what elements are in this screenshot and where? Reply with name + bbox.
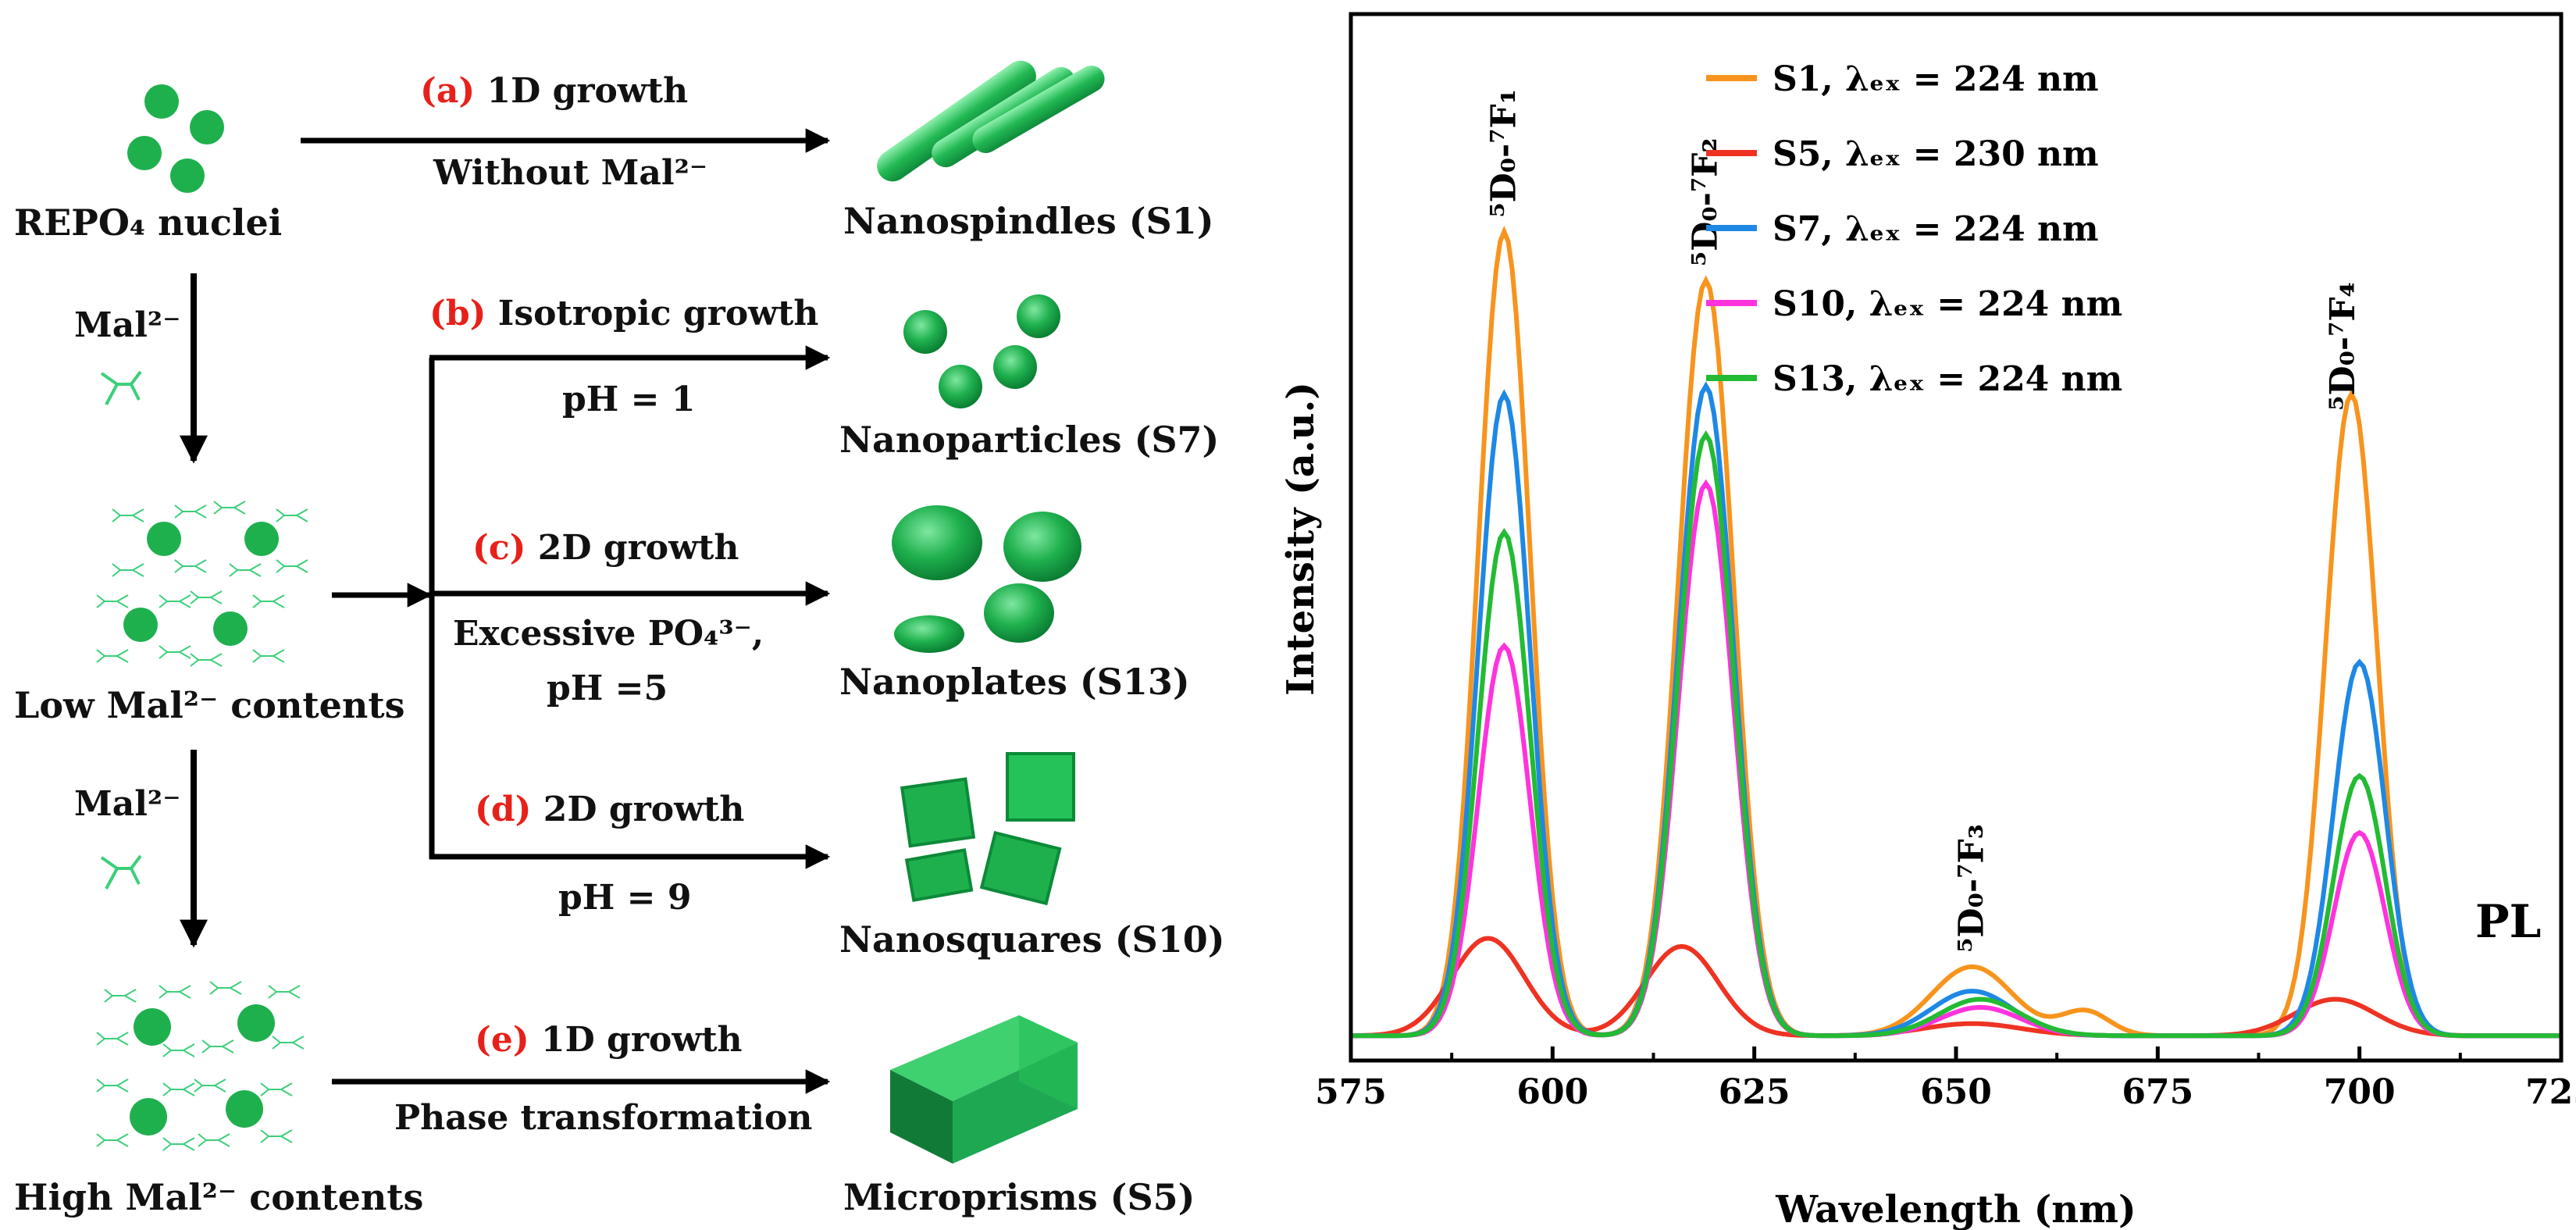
legend-label-0: S1, λₑₓ = 224 nm	[1773, 59, 2099, 99]
node-label-low: Low Mal²⁻ contents	[14, 684, 405, 726]
route-d-title: (d) 2D growth	[475, 790, 745, 829]
high-mal-cluster	[96, 981, 305, 1151]
x-tick-label-4: 675	[2122, 1072, 2193, 1112]
series-line-4	[1351, 430, 2561, 1039]
spectrum-lines	[1350, 225, 2561, 1039]
series-line-3	[1351, 479, 2561, 1039]
x-axis-label: Wavelength (nm)	[1775, 1188, 2136, 1230]
mal-ligand-icon-2	[100, 854, 142, 890]
product-nanoparticles: Nanoparticles (S7)	[839, 419, 1220, 461]
route-e-title: (e) 1D growth	[475, 1020, 743, 1060]
nuclei-particles	[127, 84, 224, 193]
x-tick-label-6: 725	[2525, 1072, 2576, 1112]
x-tick-label-3: 650	[1920, 1072, 1992, 1112]
microprism-image	[890, 1015, 1078, 1164]
peak-label-0: ⁵D₀-⁷F₁	[1484, 89, 1523, 218]
product-microprisms: Microprisms (S5)	[843, 1176, 1195, 1218]
nanospindles-image	[877, 60, 1105, 182]
y-axis-label: Intensity (a.u.)	[1281, 382, 1323, 696]
nanoparticles-image	[903, 294, 1060, 408]
route-d-condition: pH = 9	[558, 878, 692, 918]
peak-label-1: ⁵D₀-⁷F₂	[1686, 137, 1726, 266]
route-c-condition-ph: pH =5	[547, 668, 668, 708]
product-nanosquares: Nanosquares (S10)	[839, 918, 1225, 961]
node-label-mal-2: Mal²⁻	[74, 784, 181, 824]
node-label-nuclei: REPO₄ nuclei	[14, 201, 283, 244]
legend-label-4: S13, λₑₓ = 224 nm	[1773, 359, 2122, 399]
x-tick-label-2: 625	[1719, 1072, 1790, 1112]
product-nanospindles: Nanospindles (S1)	[843, 200, 1214, 242]
low-mal-cluster	[96, 501, 308, 667]
series-line-1	[1350, 936, 2561, 1039]
peak-label-2: ⁵D₀-⁷F₃	[1952, 824, 1992, 953]
nanoplates-image	[892, 505, 1081, 653]
peak-label-3: ⁵D₀-⁷F₄	[2323, 282, 2363, 411]
node-label-mal-1: Mal²⁻	[74, 305, 181, 345]
legend-label-1: S5, λₑₓ = 230 nm	[1773, 134, 2099, 174]
x-axis-ticks: 575 600 625 650 675 700 725	[1315, 1046, 2576, 1112]
x-tick-label-1: 600	[1516, 1072, 1588, 1112]
series-line-0	[1351, 225, 2561, 1039]
legend-label-3: S10, λₑₓ = 224 nm	[1773, 284, 2122, 324]
route-b-title: (b) Isotropic growth	[429, 294, 819, 333]
legend: S1, λₑₓ = 224 nm S5, λₑₓ = 230 nm S7, λₑₓ …	[1706, 59, 2122, 399]
synthesis-diagram	[96, 60, 1105, 1164]
route-c-condition: Excessive PO₄³⁻,	[453, 614, 764, 654]
route-c-title: (c) 2D growth	[472, 528, 739, 568]
route-b-condition: pH = 1	[562, 380, 696, 419]
route-a-title: (a) 1D growth	[420, 71, 689, 111]
nanosquares-image	[900, 752, 1075, 906]
peak-labels: ⁵D₀-⁷F₁ ⁵D₀-⁷F₂ ⁵D₀-⁷F₃ ⁵D₀-⁷F₄	[1484, 89, 2363, 953]
x-tick-label-0: 575	[1315, 1072, 1387, 1112]
x-tick-label-5: 700	[2324, 1072, 2396, 1112]
pl-corner-label: PL	[2475, 895, 2541, 948]
series-line-2	[1351, 381, 2561, 1039]
legend-label-2: S7, λₑₓ = 224 nm	[1773, 209, 2099, 249]
product-nanoplates: Nanoplates (S13)	[839, 661, 1190, 703]
route-e-condition: Phase transformation	[394, 1098, 813, 1138]
route-a-condition: Without Mal²⁻	[433, 153, 708, 193]
node-label-high: High Mal²⁻ contents	[14, 1176, 424, 1218]
mal-ligand-icon-1	[100, 370, 142, 405]
